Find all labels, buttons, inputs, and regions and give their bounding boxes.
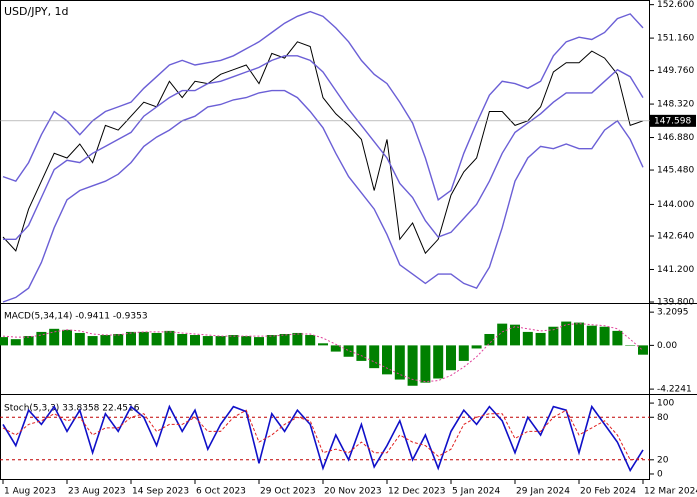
x-tick-label: 1 Aug 2023 [4, 487, 56, 497]
macd-bar [100, 335, 111, 346]
macd-bar [382, 345, 392, 375]
macd-bar [36, 331, 47, 346]
macd-bar [484, 333, 495, 346]
series-line [2, 41, 644, 255]
macd-bar [574, 322, 584, 346]
macd-bar [330, 345, 341, 352]
macd-bar [407, 345, 418, 386]
macd-title: MACD(5,34,14) -0.9411 -0.9353 [4, 312, 148, 322]
macd-bar [23, 336, 34, 346]
macd-bar [369, 345, 380, 369]
macd-bar [266, 335, 277, 346]
chart-title: USD/JPY, 1d [4, 5, 69, 18]
x-tick-label: 12 Mar 2024 [644, 487, 697, 497]
macd-bar [87, 336, 98, 346]
y-tick-label: 145.480 [657, 166, 694, 176]
macd-bar [62, 329, 72, 346]
macd-bar [433, 345, 444, 379]
y-tick-label: -4.2241 [657, 385, 692, 395]
x-tick-label: 20 Nov 2023 [324, 487, 382, 497]
y-tick-label: 139.800 [657, 298, 694, 308]
macd-bar [215, 336, 226, 346]
macd-bar [420, 345, 431, 383]
macd-bar [49, 328, 60, 346]
y-tick-label: 20 [657, 455, 669, 465]
x-tick-label: 29 Oct 2023 [260, 487, 316, 497]
series-line [2, 89, 644, 303]
x-tick-label: 5 Jan 2024 [452, 487, 500, 497]
macd-bar [497, 323, 508, 346]
macd-bar [458, 345, 469, 361]
macd-bar [318, 343, 328, 346]
series-line [2, 323, 644, 383]
macd-bar [279, 333, 290, 346]
x-tick-label: 14 Sep 2023 [132, 487, 189, 497]
macd-bar [0, 337, 8, 346]
last-price-label: 147.598 [654, 116, 691, 126]
macd-bar [292, 332, 303, 346]
x-tick-label: 12 Dec 2023 [388, 487, 446, 497]
y-tick-label: 151.160 [657, 34, 694, 44]
y-tick-label: 142.640 [657, 232, 694, 242]
y-tick-label: 100 [657, 399, 674, 409]
series-line [2, 409, 644, 461]
macd-bar [164, 330, 175, 346]
y-tick-label: 0.00 [657, 341, 677, 351]
y-tick-label: 80 [657, 413, 669, 423]
series-line [2, 10, 644, 201]
x-tick-label: 29 Jan 2024 [516, 487, 570, 497]
x-tick-label: 20 Feb 2024 [580, 487, 636, 497]
macd-bar [343, 345, 354, 357]
macd-bar [126, 331, 136, 346]
series-line [3, 55, 644, 240]
macd-bar [548, 326, 559, 346]
macd-bar [202, 336, 213, 346]
y-tick-label: 152.600 [657, 0, 694, 10]
macd-bar [612, 330, 623, 346]
macd-bar [74, 332, 85, 346]
plot-frame [0, 0, 650, 480]
macd-bar [535, 332, 546, 346]
macd-bar [625, 345, 636, 346]
macd-bar [471, 345, 482, 349]
macd-bar [10, 339, 21, 346]
macd-bar [138, 331, 149, 346]
macd-bar [190, 335, 200, 346]
macd-bar [228, 335, 239, 346]
macd-bar [586, 325, 597, 346]
macd-bar [113, 333, 124, 346]
stoch-title: Stoch(5,3,3) 33.8358 22.4516 [4, 404, 140, 414]
y-tick-label: 3.2095 [657, 308, 689, 318]
macd-bar [522, 331, 533, 346]
macd-bar [561, 321, 572, 346]
macd-bar [394, 345, 405, 380]
macd-bar [638, 345, 648, 355]
last-price-box [650, 114, 696, 127]
x-tick-label: 23 Aug 2023 [68, 487, 126, 497]
y-tick-label: 0 [657, 469, 663, 479]
macd-bar [254, 337, 264, 346]
macd-bar [151, 332, 162, 346]
x-tick-label: 6 Oct 2023 [196, 487, 246, 497]
macd-bar [599, 326, 610, 346]
series-line [2, 404, 644, 473]
y-tick-label: 141.200 [657, 265, 694, 275]
macd-bar [356, 345, 367, 361]
macd-bar [241, 336, 252, 346]
macd-bar [177, 333, 188, 346]
y-tick-label: 144.000 [657, 200, 694, 210]
macd-bar [510, 324, 520, 346]
macd-bar [446, 345, 456, 371]
macd-bar [305, 335, 316, 346]
y-tick-label: 146.880 [657, 133, 694, 143]
y-tick-label: 149.760 [657, 66, 694, 76]
y-tick-label: 148.320 [657, 100, 694, 110]
